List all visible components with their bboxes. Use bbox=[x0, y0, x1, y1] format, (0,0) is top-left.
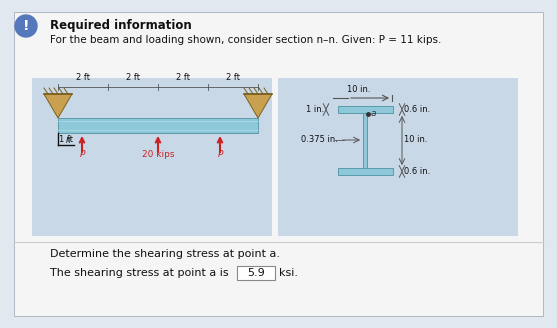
Text: !: ! bbox=[23, 19, 30, 33]
Polygon shape bbox=[244, 94, 272, 118]
Bar bbox=[338, 168, 393, 175]
Bar bbox=[32, 78, 272, 236]
Text: 1 in.: 1 in. bbox=[306, 105, 324, 113]
Text: 0.375 in.: 0.375 in. bbox=[301, 135, 338, 145]
Bar bbox=[363, 113, 367, 168]
Text: 2 ft: 2 ft bbox=[176, 73, 190, 82]
Bar bbox=[58, 118, 258, 133]
Text: 2 ft: 2 ft bbox=[226, 73, 240, 82]
Text: 0.6 in.: 0.6 in. bbox=[404, 106, 430, 114]
Text: Determine the shearing stress at point a.: Determine the shearing stress at point a… bbox=[50, 249, 280, 259]
Text: n: n bbox=[66, 136, 70, 145]
Bar bbox=[338, 106, 393, 113]
Text: P: P bbox=[217, 150, 223, 159]
Text: The shearing stress at point a is: The shearing stress at point a is bbox=[50, 268, 228, 278]
Text: For the beam and loading shown, consider section n–n. Given: P = 11 kips.: For the beam and loading shown, consider… bbox=[50, 35, 441, 45]
Text: 0.6 in.: 0.6 in. bbox=[404, 167, 430, 175]
Text: 2 ft: 2 ft bbox=[76, 73, 90, 82]
Text: P: P bbox=[79, 150, 85, 159]
Text: a: a bbox=[371, 110, 377, 118]
Bar bbox=[237, 266, 275, 280]
Text: ksi.: ksi. bbox=[279, 268, 298, 278]
Text: 10 in.: 10 in. bbox=[347, 85, 371, 94]
Text: Required information: Required information bbox=[50, 18, 192, 31]
Polygon shape bbox=[44, 94, 72, 118]
Text: 10 in.: 10 in. bbox=[404, 135, 428, 145]
Text: 5.9: 5.9 bbox=[247, 268, 265, 278]
Text: 2 ft: 2 ft bbox=[126, 73, 140, 82]
Bar bbox=[278, 78, 518, 236]
Text: 1 ft: 1 ft bbox=[59, 135, 73, 145]
Text: 20 kips: 20 kips bbox=[141, 150, 174, 159]
Circle shape bbox=[15, 15, 37, 37]
